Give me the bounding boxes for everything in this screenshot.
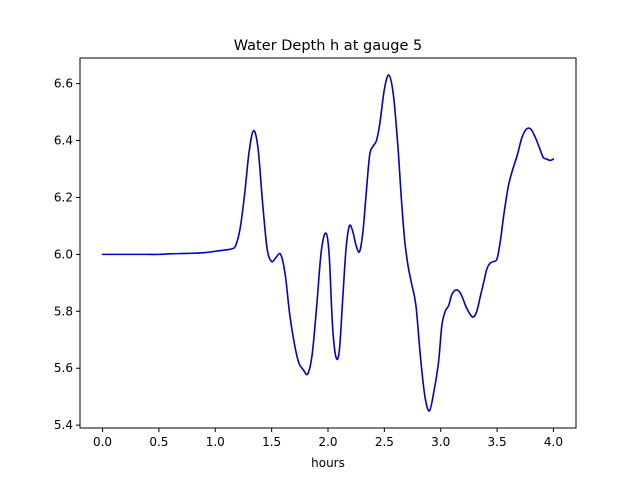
x-axis-ticks: 0.0 0.5 1.0 1.5 2.0 2.5 3.0 3.5 4.0: [93, 428, 563, 449]
x-tick-label: 3.5: [488, 435, 507, 449]
y-tick-label: 5.8: [54, 304, 73, 318]
x-tick-label: 0.0: [93, 435, 112, 449]
y-tick-label: 6.6: [54, 77, 73, 91]
x-axis-label: hours: [311, 456, 345, 470]
y-axis-ticks: 5.4 5.6 5.8 6.0 6.2 6.4 6.6: [54, 77, 80, 432]
x-tick-label: 3.0: [431, 435, 450, 449]
x-tick-label: 0.5: [149, 435, 168, 449]
series-line-water-depth: [101, 74, 555, 412]
y-tick-label: 5.6: [54, 361, 73, 375]
x-tick-label: 4.0: [544, 435, 563, 449]
y-tick-label: 6.2: [54, 190, 73, 204]
x-tick-label: 2.0: [318, 435, 337, 449]
y-tick-label: 5.4: [54, 418, 73, 432]
chart-title: Water Depth h at gauge 5: [234, 38, 422, 54]
x-tick-label: 1.5: [262, 435, 281, 449]
x-tick-label: 2.5: [375, 435, 394, 449]
x-tick-label: 1.0: [206, 435, 225, 449]
y-tick-label: 6.0: [54, 247, 73, 261]
plot-area: 0.0 0.5 1.0 1.5 2.0 2.5 3.0 3.5 4.0 5.4 5.6 5.8 6.0…: [54, 57, 577, 449]
y-tick-label: 6.4: [54, 134, 73, 148]
